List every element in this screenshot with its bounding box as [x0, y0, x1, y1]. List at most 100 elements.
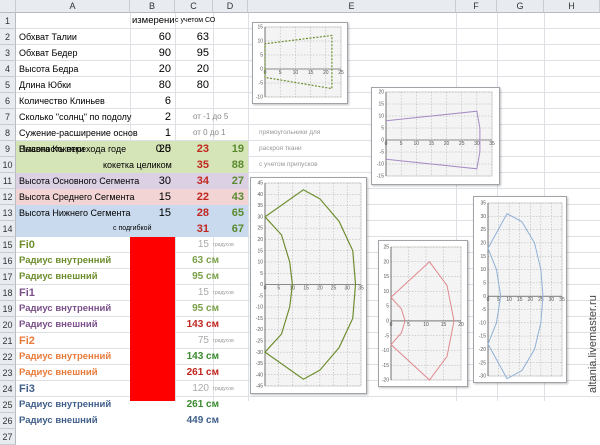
- radius-inner-label[interactable]: Радиус внутренний: [19, 351, 112, 362]
- fi-label[interactable]: Fi3: [19, 383, 35, 395]
- segment-value-b[interactable]: [130, 157, 175, 173]
- row-header-11[interactable]: 11: [0, 173, 16, 189]
- chart-lower-segment[interactable]: 35 30 25 20 15 10 5 0 -5 -10 -15 -20 -25 -30 0 5 10 15 20 2…: [473, 196, 567, 383]
- column-header-h[interactable]: H: [544, 0, 600, 13]
- param-label[interactable]: Обхват Бедер: [19, 48, 78, 58]
- param-label[interactable]: Высота Бедра: [19, 64, 79, 74]
- segment-value-d[interactable]: 88: [231, 159, 244, 171]
- radius-outer-value[interactable]: 143 см: [186, 319, 219, 330]
- chart-yoke[interactable]: 45 40 35 30 25 20 15 10 5 0 -5 -10 -15 -20 -25 -30 -35 -4…: [250, 177, 367, 394]
- chart-waist-panel[interactable]: 15 10 5 0 -5 -10 0 5 10 15 20 25: [252, 22, 348, 104]
- segment-label[interactable]: Высота Основного Сегмента: [19, 176, 140, 186]
- radius-inner-label[interactable]: Радиус внутренний: [19, 303, 112, 314]
- radius-inner-value[interactable]: 95 см: [192, 303, 219, 314]
- row-header-6[interactable]: 6: [0, 93, 16, 109]
- cell-b1[interactable]: измерени: [132, 15, 175, 26]
- segment-value-c[interactable]: 34: [196, 175, 209, 187]
- row-header-22[interactable]: 22: [0, 349, 16, 365]
- param-label[interactable]: Плавность перехода годе: [19, 144, 127, 154]
- param-value-b[interactable]: 6: [164, 95, 171, 107]
- segment-value-d[interactable]: 67: [231, 223, 244, 235]
- column-header-c[interactable]: C: [175, 0, 213, 13]
- row-header-21[interactable]: 21: [0, 333, 16, 349]
- column-header-f[interactable]: F: [456, 0, 497, 13]
- row-header-13[interactable]: 13: [0, 205, 16, 221]
- param-label[interactable]: Длина Юбки: [19, 80, 72, 90]
- column-header-g[interactable]: G: [497, 0, 544, 13]
- row-header-5[interactable]: 5: [0, 77, 16, 93]
- segment-value-b[interactable]: 30: [158, 175, 171, 187]
- param-value-c[interactable]: 20: [196, 63, 209, 75]
- fi-angle[interactable]: 15: [197, 287, 209, 298]
- fi-unit[interactable]: градусов: [213, 242, 234, 248]
- radius-outer-value[interactable]: 261 см: [186, 367, 219, 378]
- param-value-b[interactable]: 2: [164, 111, 171, 123]
- row-header-2[interactable]: 2: [0, 29, 16, 45]
- row-header-7[interactable]: 7: [0, 109, 16, 125]
- column-header-b[interactable]: B: [130, 0, 175, 13]
- segment-value-c[interactable]: 22: [196, 191, 209, 203]
- param-label[interactable]: Обхват Талии: [19, 32, 77, 42]
- note-range-1[interactable]: от -1 до 5: [193, 112, 229, 121]
- radius-inner-value[interactable]: 63 см: [192, 255, 219, 266]
- param-label[interactable]: Количество Клиньев: [19, 96, 105, 106]
- chart-middle-segment[interactable]: 25 20 15 10 5 0 -5 -10 -15 -20 0 5 10 15 20: [378, 240, 468, 387]
- note-range-2[interactable]: от 0 до 1: [193, 128, 226, 137]
- row-header-4[interactable]: 4: [0, 61, 16, 77]
- chart-main-segment[interactable]: 20 15 10 5 0 -5 -10 -15 0 5 10 15 20 25 30 35: [371, 87, 500, 185]
- column-header-e[interactable]: E: [248, 0, 456, 13]
- row-header-10[interactable]: 10: [0, 157, 16, 173]
- note-rect-1[interactable]: прямоугольники для: [259, 129, 321, 136]
- segment-value-b[interactable]: 15: [158, 207, 171, 219]
- radius-inner-value[interactable]: 143 см: [186, 351, 219, 362]
- param-value-c[interactable]: 63: [196, 31, 209, 43]
- segment-label[interactable]: Высота Кокетки: [19, 144, 85, 154]
- row-header-20[interactable]: 20: [0, 317, 16, 333]
- fi-unit[interactable]: градусов: [213, 386, 234, 392]
- row-header-14[interactable]: 14: [0, 221, 16, 237]
- row-header-27[interactable]: 27: [0, 429, 16, 445]
- radius-outer-label[interactable]: Радиус внешний: [19, 319, 98, 330]
- segment-label[interactable]: Высота Нижнего Сегмента: [19, 208, 131, 218]
- segment-value-c[interactable]: 28: [196, 207, 209, 219]
- segment-label[interactable]: кокетка целиком: [103, 160, 172, 170]
- row-header-3[interactable]: 3: [0, 45, 16, 61]
- radius-outer-label[interactable]: Радиус внешний: [19, 415, 98, 426]
- row-header-26[interactable]: 26: [0, 413, 16, 429]
- row-header-1[interactable]: 1: [0, 13, 16, 29]
- row-header-23[interactable]: 23: [0, 365, 16, 381]
- segment-value-b[interactable]: 20: [158, 143, 171, 155]
- radius-inner-label[interactable]: Радиус внутренний: [19, 255, 112, 266]
- row-header-8[interactable]: 8: [0, 125, 16, 141]
- row-header-12[interactable]: 12: [0, 189, 16, 205]
- param-value-c[interactable]: 95: [196, 47, 209, 59]
- param-value-b[interactable]: 1: [164, 127, 171, 139]
- fi-label[interactable]: Fi0: [19, 239, 35, 251]
- note-rect-2[interactable]: раскроя ткани: [259, 145, 302, 152]
- row-header-19[interactable]: 19: [0, 301, 16, 317]
- cell-c1[interactable]: с учетом СО: [175, 17, 216, 24]
- segment-value-d[interactable]: 27: [231, 175, 244, 187]
- row-header-16[interactable]: 16: [0, 253, 16, 269]
- radius-inner-label[interactable]: Радиус внутренний: [19, 399, 112, 410]
- param-value-b[interactable]: 60: [158, 31, 171, 43]
- segment-label[interactable]: Высота Среднего Сегмента: [19, 192, 135, 202]
- param-value-b[interactable]: 20: [158, 63, 171, 75]
- fi-unit[interactable]: градусов: [213, 290, 234, 296]
- note-rect-3[interactable]: с учетом припусков: [259, 161, 318, 168]
- row-header-17[interactable]: 17: [0, 269, 16, 285]
- segment-value-d[interactable]: 65: [231, 207, 244, 219]
- fi-angle[interactable]: 120: [192, 383, 209, 394]
- fi-label[interactable]: Fi2: [19, 335, 35, 347]
- param-value-c[interactable]: 80: [196, 79, 209, 91]
- row-header-15[interactable]: 15: [0, 237, 16, 253]
- fi-angle[interactable]: 75: [197, 335, 209, 346]
- fi-unit[interactable]: градусов: [213, 338, 234, 344]
- row-header-18[interactable]: 18: [0, 285, 16, 301]
- segment-value-c[interactable]: 31: [196, 223, 209, 235]
- segment-value-b[interactable]: 15: [158, 191, 171, 203]
- column-header-a[interactable]: A: [16, 0, 130, 13]
- param-value-b[interactable]: 80: [158, 79, 171, 91]
- fi-label[interactable]: Fi1: [19, 287, 35, 299]
- segment-value-b[interactable]: [130, 221, 175, 237]
